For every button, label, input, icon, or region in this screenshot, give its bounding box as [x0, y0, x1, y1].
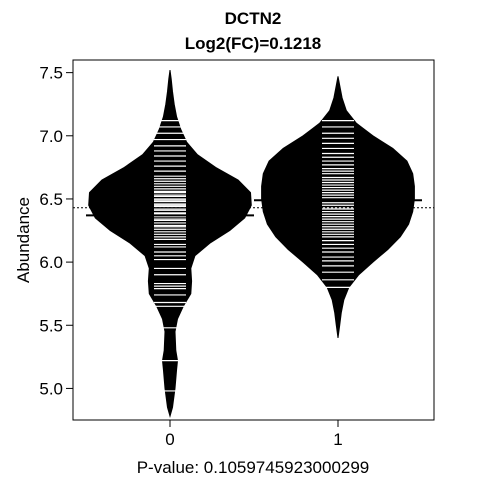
- y-tick-label: 7.0: [39, 127, 63, 146]
- bean-shape-1: [261, 76, 415, 338]
- bean-shape-0: [88, 70, 252, 419]
- y-tick-label: 6.5: [39, 190, 63, 209]
- y-tick-label: 5.5: [39, 316, 63, 335]
- x-tick-label: 0: [165, 430, 174, 449]
- plot-frame: [72, 59, 435, 421]
- chart-subtitle: Log2(FC)=0.1218: [185, 34, 322, 53]
- beans-layer: [88, 70, 415, 419]
- y-tick-label: 6.0: [39, 253, 63, 272]
- x-tick-label: 1: [333, 430, 342, 449]
- y-tick-label: 7.5: [39, 64, 63, 83]
- x-axis-label: P-value: 0.1059745923000299: [137, 458, 370, 477]
- chart-title: DCTN2: [225, 9, 282, 28]
- y-axis: 5.0 5.5 6.0 6.5 7.0 7.5: [39, 64, 73, 398]
- y-axis-label: Abundance: [14, 197, 33, 283]
- y-tick-label: 5.0: [39, 379, 63, 398]
- means-layer: [86, 199, 422, 217]
